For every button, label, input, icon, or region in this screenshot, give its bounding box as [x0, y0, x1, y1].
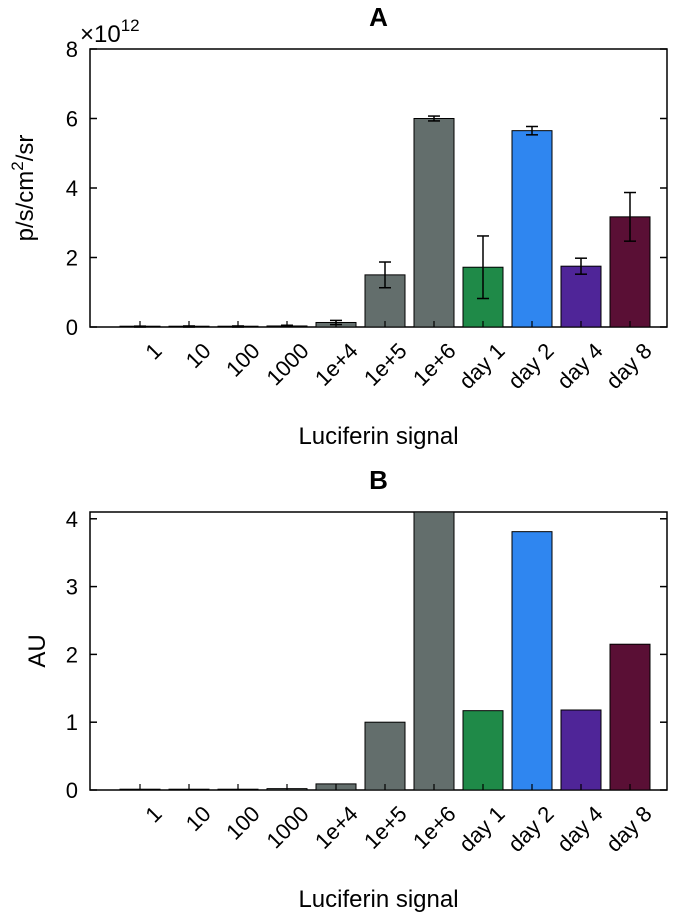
- bar-day-2: [511, 531, 553, 791]
- x-tick-label: 100: [221, 338, 265, 382]
- bar-1e-5: [364, 721, 406, 791]
- y-tick-label: 4: [66, 176, 78, 201]
- y-label-tail: /sr: [12, 135, 39, 162]
- bar-day-1: [462, 710, 504, 791]
- x-tick-label: 10: [181, 801, 216, 836]
- chart-title-b: B: [369, 465, 388, 495]
- bar-1e-6: [413, 511, 455, 791]
- x-axis-label-a: Luciferin signal: [298, 423, 458, 450]
- x-tick-label: 1: [140, 338, 166, 364]
- x-tick-label: 1e+5: [359, 338, 412, 391]
- x-tick-label: 1e+4: [310, 338, 363, 391]
- bar-day-4: [560, 265, 602, 328]
- y-axis-label-a: p/s/cm2/sr: [8, 135, 39, 242]
- y-tick-label: 0: [66, 315, 78, 340]
- y-label-base: p/s/cm: [12, 171, 39, 242]
- x-tick-label: 10: [181, 338, 216, 373]
- y-label-sup: 2: [8, 161, 27, 170]
- x-tick-label: day 2: [503, 338, 559, 394]
- x-tick-label: 1e+6: [408, 338, 461, 391]
- y-tick-label: 6: [66, 107, 78, 132]
- x-tick-label: day 8: [601, 338, 657, 394]
- y-tick-label: 2: [66, 642, 78, 667]
- x-tick-label: 1000: [261, 338, 313, 390]
- x-axis-label-b: Luciferin signal: [298, 886, 458, 913]
- x-tick-label: 1: [140, 801, 166, 827]
- y-tick-label: 4: [66, 507, 78, 532]
- x-tick-label: day 1: [454, 801, 510, 857]
- bar-day-4: [560, 709, 602, 791]
- y-tick-label: 0: [66, 778, 78, 803]
- y-tick-label: 8: [66, 37, 78, 62]
- panel-a: A ×1012 p/s/cm2/sr Luciferin signal 0246…: [8, 2, 668, 450]
- bar-1e-6: [413, 118, 455, 328]
- y-exponent-a: ×1012: [80, 16, 140, 48]
- x-tick-label: day 2: [503, 801, 559, 857]
- bar-day-2: [511, 130, 553, 328]
- x-tick-label: 100: [221, 801, 265, 845]
- y-exponent-prefix: ×10: [80, 21, 121, 48]
- x-tick-label: 1e+5: [359, 801, 412, 854]
- x-tick-label: day 1: [454, 338, 510, 394]
- x-tick-label: day 8: [601, 801, 657, 857]
- x-tick-label: day 4: [552, 338, 608, 394]
- y-tick-label: 3: [66, 575, 78, 600]
- bar-day-8: [609, 643, 651, 791]
- x-tick-label: day 4: [552, 801, 608, 857]
- y-axis-label-b: AU: [24, 634, 51, 667]
- y-exponent-sup: 12: [121, 16, 140, 35]
- y-tick-label: 2: [66, 246, 78, 271]
- chart-title-a: A: [369, 2, 388, 32]
- x-tick-label: 1000: [261, 801, 313, 853]
- x-tick-label: 1e+4: [310, 801, 363, 854]
- x-tick-label: 1e+6: [408, 801, 461, 854]
- y-tick-label: 1: [66, 710, 78, 735]
